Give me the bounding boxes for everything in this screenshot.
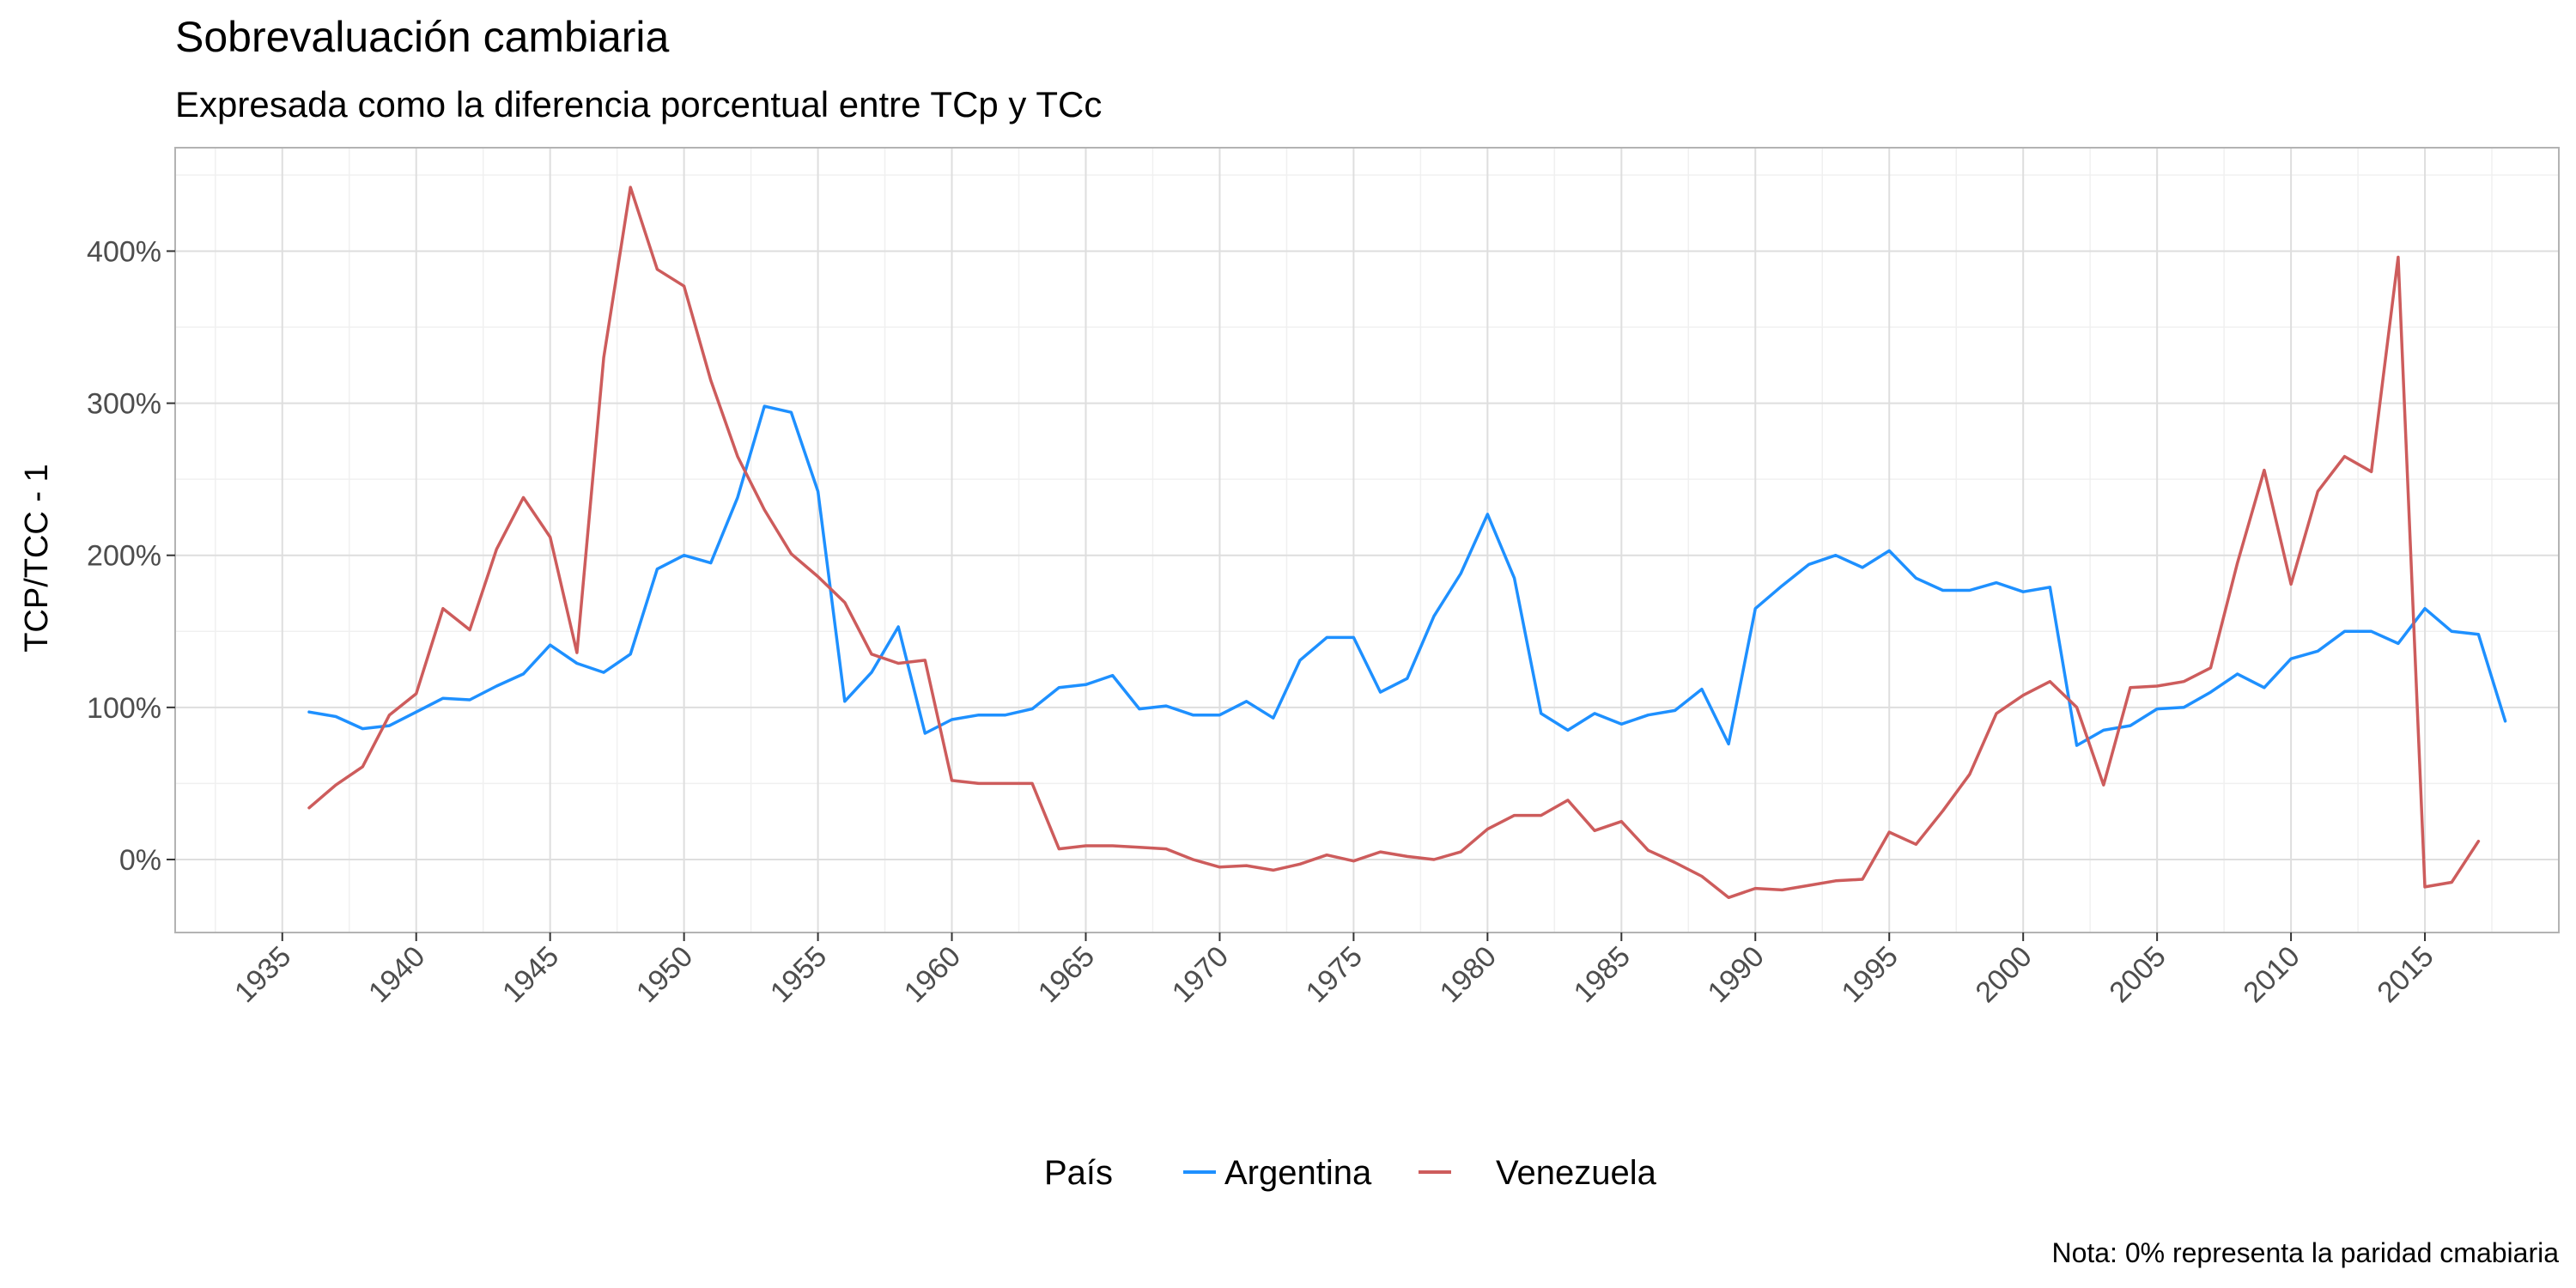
legend-label-venezuela: Venezuela [1496, 1154, 1657, 1192]
x-tick-label: 1965 [1032, 940, 1101, 1009]
plot-panel-border [174, 147, 2560, 933]
x-tick-label: 1995 [1836, 940, 1905, 1009]
y-tick-label: 0% [119, 844, 161, 877]
y-tick-label: 300% [87, 388, 161, 421]
y-tick-label: 200% [87, 540, 161, 573]
x-axis: 1935 1940 1945 1950 1955 1960 1965 1970 1975 1980… [228, 933, 2440, 1009]
chart-title: Sobrevaluación cambiaria [175, 13, 670, 61]
x-tick-label: 1970 [1166, 940, 1235, 1009]
series-line-argentina [307, 404, 2507, 747]
legend-title: País [1044, 1154, 1113, 1192]
chart-subtitle: Expresada como la diferencia porcentual … [175, 84, 1102, 125]
y-tick-label: 100% [87, 692, 161, 725]
x-tick-label: 1950 [630, 940, 699, 1009]
x-tick-label: 1985 [1568, 940, 1637, 1009]
x-tick-label: 1990 [1702, 940, 1771, 1009]
x-tick-label: 1935 [228, 940, 297, 1009]
y-axis-title: TCP/TCC - 1 [19, 464, 55, 653]
x-tick-label: 2015 [2371, 940, 2439, 1009]
y-tick-label: 400% [87, 235, 161, 268]
series-layer [307, 185, 2507, 900]
x-tick-label: 1940 [362, 940, 431, 1009]
x-tick-label: 1975 [1300, 940, 1369, 1009]
x-tick-label: 1980 [1434, 940, 1503, 1009]
x-tick-label: 2005 [2103, 940, 2172, 1009]
y-axis: 0% 100% 200% 300% 400% [87, 235, 175, 877]
series-line-venezuela [307, 185, 2481, 900]
x-tick-label: 1955 [764, 940, 833, 1009]
chart-caption: Nota: 0% representa la paridad cmabiaria [2051, 1237, 2559, 1268]
major-grid [175, 148, 2559, 933]
x-tick-label: 2000 [1969, 940, 2038, 1009]
minor-grid [175, 148, 2559, 933]
legend: País Argentina Venezuela [1044, 1154, 1657, 1192]
x-tick-label: 1960 [898, 940, 967, 1009]
x-tick-label: 1945 [496, 940, 565, 1009]
legend-label-argentina: Argentina [1224, 1154, 1372, 1192]
x-tick-label: 2010 [2237, 940, 2306, 1009]
